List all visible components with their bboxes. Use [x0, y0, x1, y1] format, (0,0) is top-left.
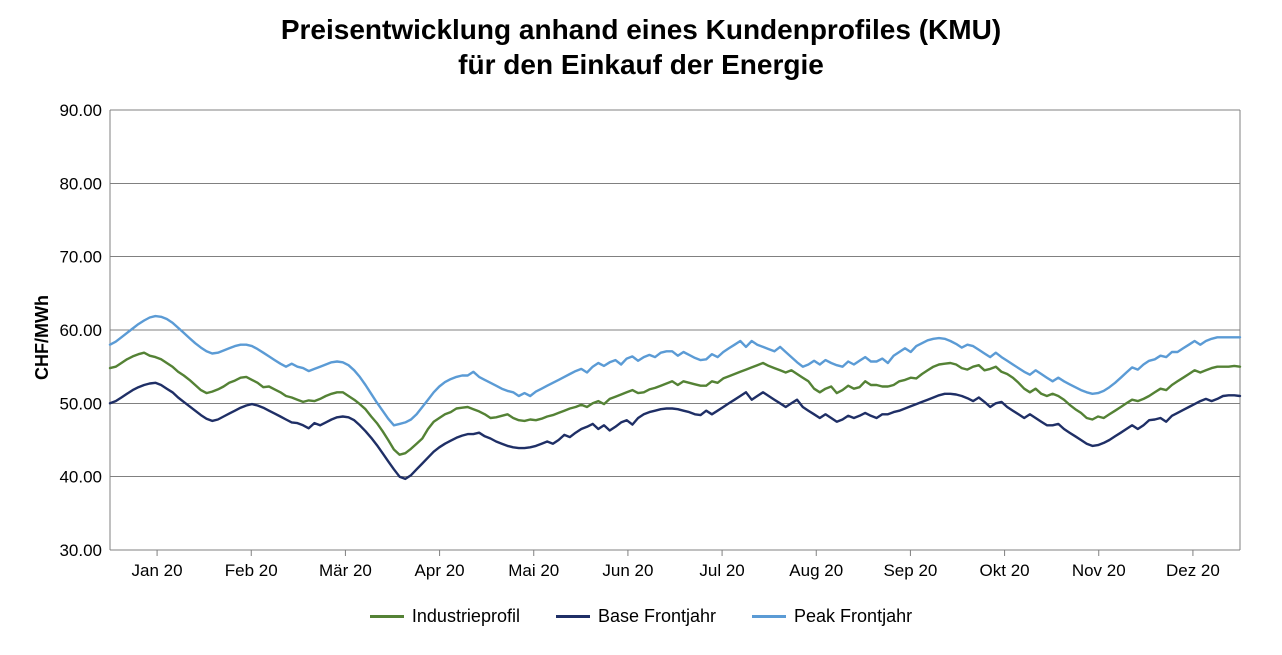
ytick-label: 40.00 [59, 468, 102, 487]
chart-title-line1: Preisentwicklung anhand eines Kundenprof… [281, 14, 1001, 45]
legend-swatch [752, 615, 786, 618]
ytick-label: 70.00 [59, 248, 102, 267]
chart-title: Preisentwicklung anhand eines Kundenprof… [0, 12, 1282, 82]
ytick-label: 60.00 [59, 321, 102, 340]
legend-label: Industrieprofil [412, 606, 520, 627]
xtick-label: Jan 20 [132, 561, 183, 580]
legend-item-industrieprofil: Industrieprofil [370, 606, 520, 627]
legend-label: Peak Frontjahr [794, 606, 912, 627]
ytick-label: 90.00 [59, 101, 102, 120]
xtick-label: Mai 20 [508, 561, 559, 580]
legend-item-base_frontjahr: Base Frontjahr [556, 606, 716, 627]
chart-title-line2: für den Einkauf der Energie [458, 49, 824, 80]
xtick-label: Sep 20 [883, 561, 937, 580]
plot-area: 30.00 40.00 50.00 60.00 70.00 80.00 90.00 Jan 2… [50, 100, 1260, 590]
xtick-label: Apr 20 [415, 561, 465, 580]
ytick-label: 80.00 [59, 174, 102, 193]
xtick-label: Mär 20 [319, 561, 372, 580]
xtick-label: Feb 20 [225, 561, 278, 580]
legend-swatch [556, 615, 590, 618]
xtick-label: Aug 20 [789, 561, 843, 580]
legend-swatch [370, 615, 404, 618]
xtick-label: Jun 20 [602, 561, 653, 580]
ytick-label: 30.00 [59, 541, 102, 560]
xtick-label: Dez 20 [1166, 561, 1220, 580]
ytick-label: 50.00 [59, 394, 102, 413]
legend-label: Base Frontjahr [598, 606, 716, 627]
xtick-label: Jul 20 [699, 561, 744, 580]
legend-item-peak_frontjahr: Peak Frontjahr [752, 606, 912, 627]
series-base_frontjahr [110, 383, 1240, 479]
price-chart: Preisentwicklung anhand eines Kundenprof… [0, 0, 1282, 655]
legend: Industrieprofil Base Frontjahr Peak Frontj… [0, 605, 1282, 627]
xtick-label: Nov 20 [1072, 561, 1126, 580]
xtick-label: Okt 20 [980, 561, 1030, 580]
